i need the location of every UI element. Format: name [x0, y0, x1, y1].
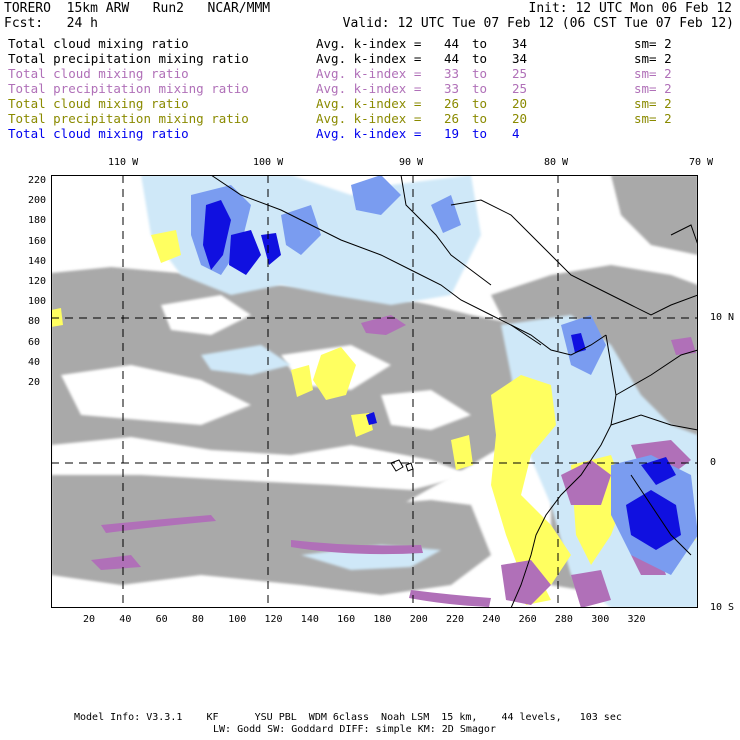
x-tick-label: 60 — [155, 614, 168, 625]
model-info: Model Info: V3.3.1 KF YSU PBL WDM 6class… — [74, 712, 622, 723]
legend-field-name: Total precipitation mixing ratio — [8, 51, 249, 66]
x-tick-label: 20 — [83, 614, 96, 625]
legend-k-to: 25 — [512, 66, 528, 81]
legend-to-word: to — [472, 81, 488, 96]
legend-k-from: 26 — [444, 111, 460, 126]
valid-time: Valid: 12 UTC Tue 07 Feb 12 (06 CST Tue … — [342, 16, 734, 31]
lon-label: 90 W — [399, 157, 424, 168]
y-tick-label: 120 — [28, 276, 47, 287]
x-tick-label: 80 — [191, 614, 204, 625]
y-tick-label: 20 — [28, 377, 41, 388]
x-tick-label: 200 — [409, 614, 428, 625]
legend-avg-label: Avg. k-index = — [316, 81, 429, 96]
lon-label: 110 W — [108, 157, 139, 168]
legend-k-from: 26 — [444, 96, 460, 111]
lat-label: 10 N — [710, 312, 735, 323]
blue-convection-core — [203, 200, 681, 550]
legend-to-word: to — [472, 36, 488, 51]
legend-k-to: 34 — [512, 36, 528, 51]
legend-k-from: 33 — [444, 66, 460, 81]
x-tick-label: 280 — [554, 614, 573, 625]
lat-label: 0 — [710, 457, 717, 468]
legend-k-from: 19 — [444, 126, 460, 141]
legend-to-word: to — [472, 96, 488, 111]
y-tick-label: 80 — [28, 316, 41, 328]
lat-lon-grid — [51, 175, 698, 608]
legend-smoothing: sm= 2 — [634, 81, 672, 96]
lat-label: 10 S — [710, 602, 735, 613]
forecast-hour: Fcst: 24 h — [4, 16, 98, 31]
legend-field-name: Total cloud mixing ratio — [8, 126, 189, 141]
x-tick-label: 320 — [627, 614, 646, 625]
y-tick-label: 100 — [28, 296, 47, 308]
legend-field-name: Total precipitation mixing ratio — [8, 81, 249, 96]
forecast-map — [51, 175, 698, 608]
legend-to-word: to — [472, 51, 488, 66]
y-tick-label: 220 — [28, 175, 47, 186]
legend-smoothing: sm= 2 — [634, 66, 672, 81]
legend-smoothing: sm= 2 — [634, 51, 672, 66]
legend-avg-label: Avg. k-index = — [316, 96, 429, 111]
legend-to-word: to — [472, 66, 488, 81]
legend-field-name: Total cloud mixing ratio — [8, 66, 189, 81]
y-tick-label: 140 — [28, 255, 47, 267]
x-tick-label: 260 — [518, 614, 537, 625]
y-tick-label: 180 — [28, 215, 47, 227]
x-tick-label: 140 — [300, 614, 319, 625]
y-tick-label: 160 — [28, 235, 47, 247]
lon-label: 80 W — [544, 157, 569, 168]
x-tick-label: 100 — [228, 614, 247, 625]
y-tick-label: 60 — [28, 336, 41, 348]
model-title: TORERO 15km ARW Run2 NCAR/MMM — [4, 1, 271, 16]
legend-avg-label: Avg. k-index = — [316, 111, 429, 126]
init-time: Init: 12 UTC Mon 06 Feb 12 — [528, 1, 733, 16]
legend-k-to: 20 — [512, 111, 528, 126]
legend-k-to: 25 — [512, 81, 528, 96]
legend-avg-label: Avg. k-index = — [316, 66, 429, 81]
x-tick-label: 180 — [373, 614, 392, 625]
legend-field-name: Total cloud mixing ratio — [8, 96, 189, 111]
legend-to-word: to — [472, 111, 488, 126]
x-tick-label: 160 — [337, 614, 356, 625]
legend-smoothing: sm= 2 — [634, 36, 672, 51]
lon-label: 100 W — [253, 157, 284, 168]
legend-smoothing: sm= 2 — [634, 111, 672, 126]
lon-label: 70 W — [689, 157, 714, 168]
legend-avg-label: Avg. k-index = — [316, 51, 429, 66]
legend-to-word: to — [472, 126, 488, 141]
x-tick-label: 120 — [264, 614, 283, 625]
y-tick-label: 200 — [28, 195, 47, 207]
legend-k-to: 20 — [512, 96, 528, 111]
physics-info: LW: Godd SW: Goddard DIFF: simple KM: 2D… — [213, 724, 496, 735]
x-tick-label: 40 — [119, 614, 132, 625]
legend-field-name: Total cloud mixing ratio — [8, 36, 189, 51]
legend-smoothing: sm= 2 — [634, 96, 672, 111]
legend-field-name: Total precipitation mixing ratio — [8, 111, 249, 126]
legend-k-to: 4 — [512, 126, 520, 141]
y-tick-label: 40 — [28, 356, 41, 368]
x-tick-label: 220 — [446, 614, 465, 625]
legend-avg-label: Avg. k-index = — [316, 126, 429, 141]
legend-avg-label: Avg. k-index = — [316, 36, 429, 51]
legend-k-from: 33 — [444, 81, 460, 96]
x-tick-label: 300 — [591, 614, 610, 625]
legend-k-from: 44 — [444, 51, 460, 66]
x-tick-label: 240 — [482, 614, 501, 625]
legend-k-to: 34 — [512, 51, 528, 66]
legend-k-from: 44 — [444, 36, 460, 51]
